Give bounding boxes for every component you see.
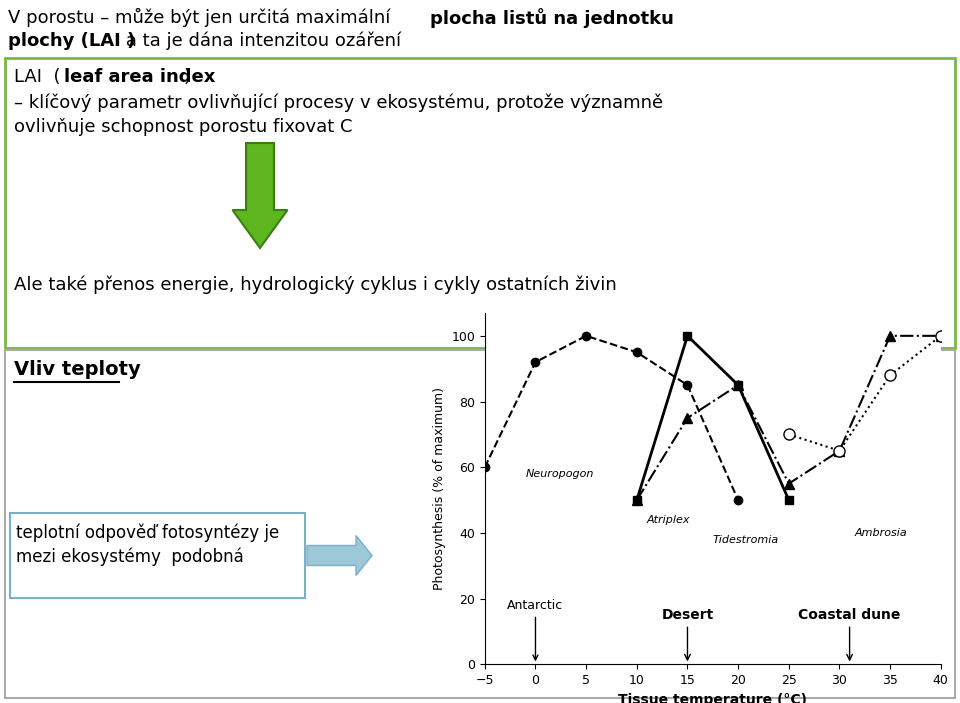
Text: Desert: Desert	[661, 607, 713, 660]
Text: Tidestromia: Tidestromia	[712, 535, 780, 545]
Text: a ta je dána intenzitou ozáření: a ta je dána intenzitou ozáření	[120, 32, 401, 51]
Text: Neuropogon: Neuropogon	[525, 469, 593, 479]
Text: teplotní odpověď fotosyntézy je: teplotní odpověď fotosyntézy je	[16, 523, 279, 541]
Text: – klíčový parametr ovlivňující procesy v ekosystému, protože významně: – klíčový parametr ovlivňující procesy v…	[14, 94, 663, 112]
Y-axis label: Photosynthesis (% of maximum): Photosynthesis (% of maximum)	[433, 387, 445, 590]
Polygon shape	[232, 143, 287, 248]
Text: plocha listů na jednotku: plocha listů na jednotku	[430, 8, 674, 28]
Text: ): )	[184, 68, 191, 86]
X-axis label: Tissue temperature (°C): Tissue temperature (°C)	[618, 692, 807, 703]
FancyBboxPatch shape	[5, 350, 955, 698]
Text: Coastal dune: Coastal dune	[799, 607, 900, 660]
Text: Ale také přenos energie, hydrologický cyklus i cykly ostatních živin: Ale také přenos energie, hydrologický cy…	[14, 276, 616, 295]
Text: leaf area index: leaf area index	[64, 68, 215, 86]
Text: LAI  (: LAI (	[14, 68, 60, 86]
Text: Vliv teploty: Vliv teploty	[14, 360, 141, 379]
Polygon shape	[307, 536, 372, 576]
FancyBboxPatch shape	[10, 513, 305, 598]
Text: Ambrosia: Ambrosia	[854, 528, 907, 538]
Text: V porostu – může být jen určitá maximální: V porostu – může být jen určitá maximáln…	[8, 8, 396, 27]
Text: Antarctic: Antarctic	[507, 599, 564, 660]
Text: Atriplex: Atriplex	[647, 515, 690, 525]
Text: plochy (LAI ): plochy (LAI )	[8, 32, 135, 50]
FancyBboxPatch shape	[5, 58, 955, 348]
Text: mezi ekosystémy  podobná: mezi ekosystémy podobná	[16, 547, 244, 565]
Text: ovlivňuje schopnost porostu fixovat C: ovlivňuje schopnost porostu fixovat C	[14, 118, 352, 136]
